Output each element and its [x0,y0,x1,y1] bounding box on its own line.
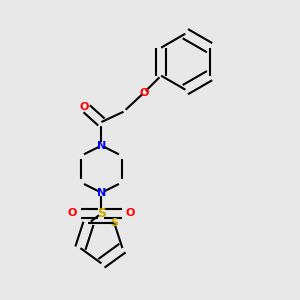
Text: S: S [97,207,106,220]
Text: O: O [68,208,77,218]
Text: N: N [97,141,106,151]
Text: O: O [140,88,149,98]
Text: O: O [126,208,135,218]
Text: O: O [79,102,88,112]
Text: N: N [97,188,106,198]
Text: S: S [110,218,118,228]
